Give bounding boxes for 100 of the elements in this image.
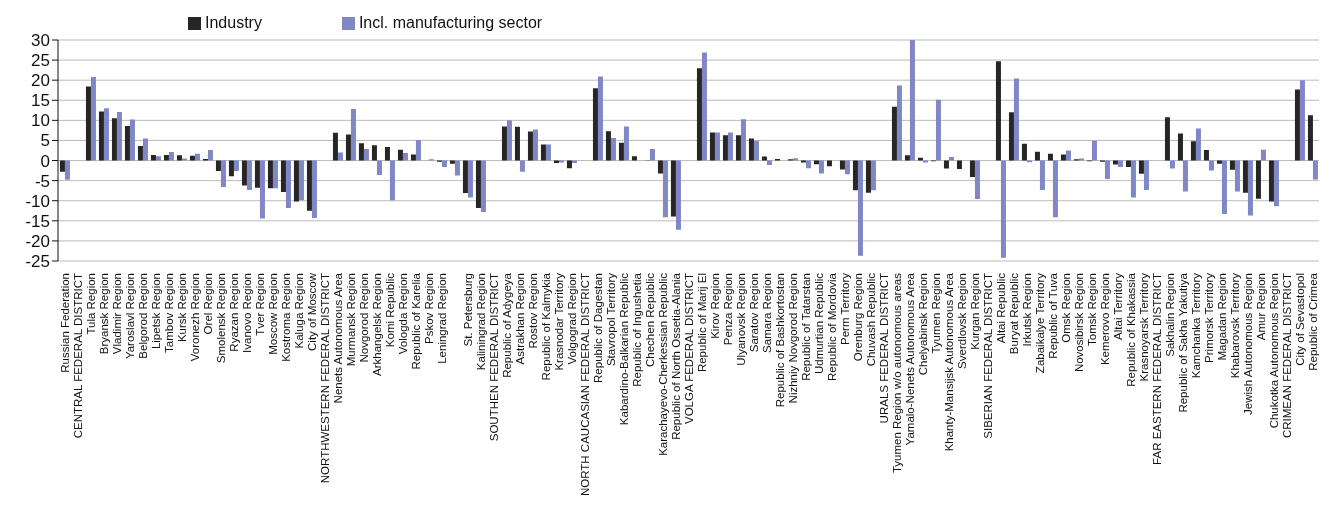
bar bbox=[1000, 160, 1006, 258]
bar bbox=[618, 142, 624, 161]
x-tick-label: Republic of Dagestan bbox=[591, 273, 604, 383]
x-tick-label: Republic of Ingushetia bbox=[630, 272, 643, 387]
y-tick-label: 15 bbox=[31, 91, 50, 111]
bar bbox=[480, 160, 486, 212]
x-tick-label: Komi Republic bbox=[383, 272, 396, 348]
x-tick-label: Kabardino-Balkarian Republic bbox=[617, 272, 630, 426]
x-tick-label: Republic of Adygeya bbox=[500, 272, 513, 378]
bar bbox=[501, 126, 507, 161]
bar bbox=[1307, 115, 1313, 161]
x-tick-label: Vladimir Region bbox=[110, 273, 123, 355]
x-tick-label: Republic of Kalmykia bbox=[539, 272, 552, 381]
bar bbox=[852, 160, 858, 191]
bar bbox=[345, 134, 351, 161]
x-tick-label: Astrakhan Region bbox=[513, 273, 526, 365]
bar bbox=[220, 160, 226, 188]
x-tick-label: Moscow Region bbox=[266, 273, 279, 355]
x-tick-label: Tyumen Region w/o autonomous areas bbox=[890, 272, 903, 474]
bar bbox=[129, 119, 135, 161]
bar bbox=[194, 153, 200, 161]
bar bbox=[241, 160, 247, 186]
bar bbox=[233, 160, 239, 171]
bar bbox=[1299, 80, 1305, 161]
y-tick-label: 0 bbox=[40, 151, 50, 171]
bar bbox=[1221, 160, 1227, 214]
bar bbox=[1125, 160, 1131, 167]
bar bbox=[1060, 154, 1066, 161]
bar bbox=[280, 160, 286, 192]
bar bbox=[740, 119, 746, 161]
bar bbox=[246, 160, 252, 190]
bar bbox=[376, 160, 382, 176]
bar bbox=[1208, 160, 1214, 171]
x-tick-label: Krasnoyarsk Territory bbox=[1137, 272, 1150, 382]
x-tick-label: NORTHWESTERN FEDERAL DISTRICT bbox=[318, 273, 331, 484]
bar bbox=[558, 160, 564, 163]
bar bbox=[839, 160, 845, 170]
bar bbox=[1143, 160, 1149, 190]
bar bbox=[1260, 149, 1266, 161]
x-tick-label: Tula Region bbox=[84, 273, 97, 335]
bar bbox=[969, 160, 975, 178]
bar bbox=[64, 160, 70, 180]
bar bbox=[714, 132, 720, 161]
bar bbox=[254, 160, 260, 188]
x-tick-label: Primorsk Territory bbox=[1202, 272, 1215, 363]
bar bbox=[228, 160, 234, 177]
bar bbox=[727, 132, 733, 161]
bar bbox=[766, 160, 772, 165]
x-tick-label: Nenets Autonomous Area bbox=[331, 272, 344, 404]
bar bbox=[1177, 133, 1183, 161]
bar bbox=[267, 160, 273, 189]
x-tick-label: Chelyabinsk Region bbox=[916, 273, 929, 376]
x-tick-label: Yaroslavl Region bbox=[123, 273, 136, 360]
bar bbox=[103, 108, 109, 161]
x-tick-label: Krasnodar Territory bbox=[552, 272, 565, 371]
x-tick-label: Omsk Region bbox=[1059, 273, 1072, 343]
bar bbox=[753, 140, 759, 161]
bar bbox=[514, 126, 520, 161]
bar bbox=[371, 145, 377, 161]
bar bbox=[532, 129, 538, 161]
bar bbox=[566, 160, 572, 169]
x-tick-label: Kemerovo Region bbox=[1098, 273, 1111, 366]
bar bbox=[111, 118, 117, 161]
x-tick-label: SOUTHEN FEDERAL DISTRICT bbox=[487, 273, 500, 442]
bar bbox=[1052, 160, 1058, 218]
x-tick-label: VOLGA FEDERAL DISTRICT bbox=[682, 273, 695, 425]
bar bbox=[397, 149, 403, 161]
bar bbox=[306, 160, 312, 211]
x-tick-label: Novgorod Region bbox=[357, 273, 370, 363]
legend-label: Industry bbox=[204, 14, 262, 32]
x-tick-label: CRIMEAN FEDERAL DISTRICT bbox=[1280, 273, 1293, 439]
bar bbox=[527, 131, 533, 161]
x-tick-label: Pskov Region bbox=[422, 273, 435, 344]
bar bbox=[506, 120, 512, 161]
y-tick-label: 5 bbox=[40, 131, 50, 151]
x-tick-label: Karachayevo-Cherkessian Republic bbox=[656, 272, 669, 456]
bar bbox=[272, 160, 278, 189]
y-tick-label: -10 bbox=[25, 191, 50, 211]
bar bbox=[298, 160, 304, 201]
bar bbox=[844, 160, 850, 175]
x-tick-label: Tomsk Region bbox=[1085, 273, 1098, 346]
legend-label: Incl. manufacturing sector bbox=[357, 14, 543, 32]
bar bbox=[441, 160, 447, 167]
bar bbox=[1130, 160, 1136, 198]
bar bbox=[462, 160, 468, 194]
bar bbox=[623, 126, 629, 161]
x-tick-label: Republic of Sakha Yakutiya bbox=[1176, 272, 1189, 413]
x-tick-label: City of Moscow bbox=[305, 272, 318, 351]
x-tick-label: Khanty-Mansijsk Autonomous Area bbox=[942, 272, 955, 452]
x-tick-label: Belgorod Region bbox=[136, 273, 149, 359]
bar bbox=[701, 52, 707, 161]
bar bbox=[675, 160, 681, 230]
x-tick-label: FAR EASTERN FEDERAL DISTRICT bbox=[1150, 273, 1163, 465]
bar bbox=[597, 76, 603, 161]
bar bbox=[1078, 158, 1084, 161]
x-tick-label: Amur Region bbox=[1254, 273, 1267, 341]
bar bbox=[363, 148, 369, 161]
bar bbox=[974, 160, 980, 200]
bar bbox=[519, 160, 525, 172]
x-tick-label: Chukotka Autonomous Region bbox=[1267, 273, 1280, 429]
